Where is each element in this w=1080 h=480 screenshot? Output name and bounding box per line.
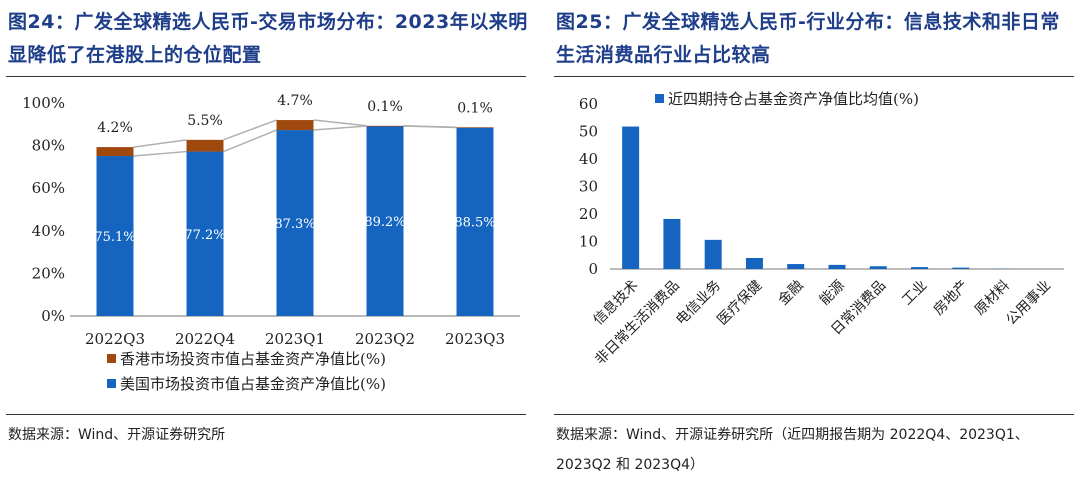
bar-industry [829,265,846,269]
x-tick-label: 房地产 [931,278,972,319]
legend-label-hk: 香港市场投资市值占基金资产净值比(%) [120,350,386,368]
x-tick-label: 2023Q1 [265,330,325,348]
x-tick-label: 医疗保健 [714,278,765,329]
bar-industry [622,127,639,269]
y-tick-label: 0% [41,307,65,325]
series-connector-line [134,152,187,156]
series-connector-line [314,126,367,130]
bar-industry [746,258,763,269]
series-connector-line [134,140,187,147]
data-label-us: 88.5% [454,216,495,231]
x-tick-label: 2022Q4 [175,330,235,348]
bar-hk-market [187,140,224,152]
bar-industry [870,266,887,269]
right-source-note: 数据来源：Wind、开源证券研究所（近四期报告期为 2022Q4、2023Q1、… [556,420,1076,480]
data-label-us: 77.2% [184,228,225,243]
data-label-hk: 0.1% [457,100,493,116]
data-label-us: 75.1% [94,230,135,245]
bar-hk-market [97,147,134,156]
y-tick-label: 20% [32,264,65,282]
series-connector-line [224,120,277,140]
right-figure-panel: 图25：广发全球精选人民币-行业分布：信息技术和非日常生活消费品行业占比较高 0… [548,0,1080,479]
y-tick-label: 100% [22,94,65,112]
y-tick-label: 60 [579,95,598,113]
legend-label-us: 美国市场投资市值占基金资产净值比(%) [120,375,386,393]
x-tick-label: 2023Q2 [355,330,415,348]
x-tick-label: 工业 [899,278,930,309]
bar-hk-market [367,126,404,127]
bar-industry [787,264,804,269]
x-tick-label: 能源 [817,278,848,309]
bar-industry [705,240,722,269]
x-tick-label: 公用事业 [1003,278,1054,329]
right-bar-chart: 0102030405060信息技术非日常生活消费品电信业务医疗保健金融能源日常消… [548,0,1080,479]
data-label-hk: 0.1% [367,99,403,115]
bar-industry [663,219,680,269]
bar-hk-market [457,127,494,128]
left-stacked-bar-chart: 0% 20% 40% 60% 80% 100% 75.1% 4.2% 2022Q3 77.2% 5.… [0,0,532,479]
legend-swatch [655,94,664,103]
y-tick-label: 20 [579,205,598,223]
series-connector-line [404,126,457,127]
y-tick-label: 50 [579,123,598,141]
data-label-us: 89.2% [364,215,405,230]
y-tick-label: 80% [32,137,65,155]
left-figure-panel: 图24：广发全球精选人民币-交易市场分布：2023年以来明显降低了在港股上的仓位… [0,0,532,479]
x-tick-label: 2022Q3 [85,330,145,348]
series-connector-line [314,120,367,126]
bar-industry [952,268,969,269]
y-tick-label: 10 [579,233,598,251]
data-label-us: 87.3% [274,217,315,232]
y-tick-label: 60% [32,179,65,197]
series-connector-line [224,130,277,152]
y-tick-label: 30 [579,178,598,196]
data-label-hk: 5.5% [187,113,223,129]
legend-label: 近四期持仓占基金资产净值比均值(%) [668,90,919,108]
y-tick-label: 40 [579,150,598,168]
right-source-rule [554,414,1074,415]
bar-industry [911,267,928,269]
left-source-note: 数据来源：Wind、开源证券研究所 [8,420,528,450]
y-tick-label: 0 [588,260,598,278]
data-label-hk: 4.2% [97,120,133,136]
left-source-rule [6,414,526,415]
legend-swatch-us [107,379,116,388]
y-tick-label: 40% [32,222,65,240]
legend-swatch-hk [107,354,116,363]
x-tick-label: 金融 [775,278,806,309]
bar-hk-market [277,120,314,130]
data-label-hk: 4.7% [277,93,313,109]
x-tick-label: 2023Q3 [445,330,505,348]
x-tick-label: 电信业务 [673,278,724,329]
